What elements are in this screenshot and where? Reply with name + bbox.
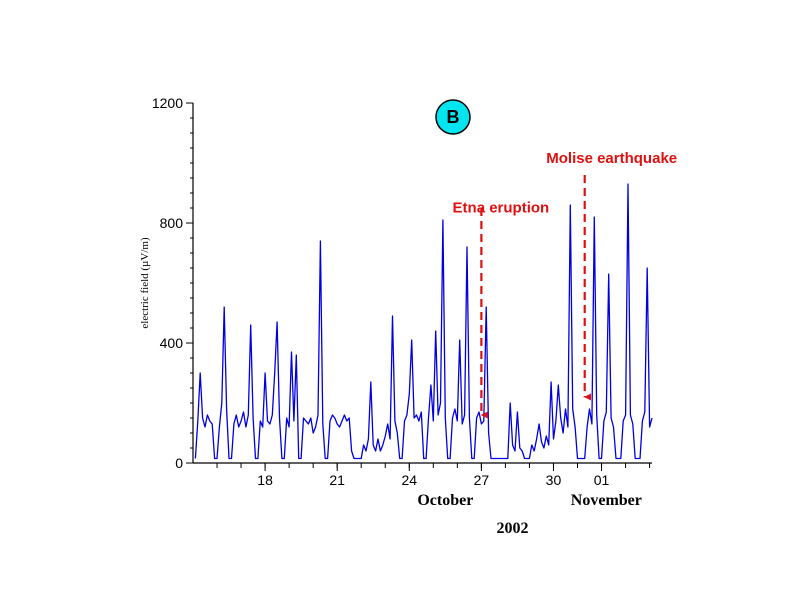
annotation-label: Molise earthquake <box>546 150 677 167</box>
x-tick-label: 24 <box>401 472 417 488</box>
series-line <box>194 183 653 460</box>
y-tick-label: 400 <box>160 335 184 351</box>
y-tick-label: 0 <box>175 455 183 471</box>
x-tick-label: 27 <box>474 472 490 488</box>
panel-badge-label: B <box>447 107 460 127</box>
axes <box>186 102 652 471</box>
panel-badge <box>435 99 471 135</box>
labels: 0 400 800 1200 18 21 24 27 30 01 October November 20… <box>139 95 642 537</box>
annotation-label: Etna eruption <box>453 200 550 217</box>
plot-area <box>194 183 653 460</box>
y-axis-title: electric field (µV/m) <box>139 237 151 329</box>
y-tick-label: 800 <box>160 215 184 231</box>
month-label: October <box>417 492 473 509</box>
y-tick-label: 1200 <box>152 95 183 111</box>
year-label: 2002 <box>497 520 529 537</box>
x-tick-label: 18 <box>257 472 273 488</box>
x-tick-label: 30 <box>546 472 562 488</box>
x-tick-label: 01 <box>594 472 610 488</box>
x-tick-label: 21 <box>329 472 345 488</box>
month-label: November <box>571 492 642 509</box>
annotations: Etna eruption Molise earthquake B <box>435 99 677 419</box>
